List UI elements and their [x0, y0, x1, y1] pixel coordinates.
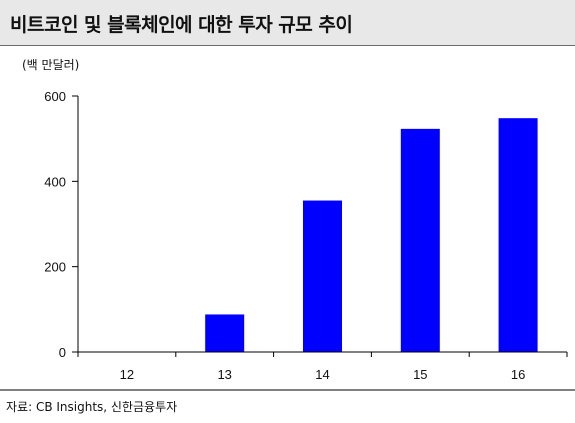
x-tick-label: 12: [120, 367, 134, 382]
x-tick-label: 13: [217, 367, 231, 382]
bar-16: [498, 118, 538, 352]
y-tick-label: 400: [44, 174, 66, 189]
x-tick-label: 14: [315, 367, 329, 382]
bar-15: [400, 128, 440, 352]
y-tick-label: 0: [59, 345, 66, 360]
bar-14: [303, 200, 342, 352]
x-tick-label: 15: [413, 367, 427, 382]
title-bar: 비트코인 및 블록체인에 대한 투자 규모 추이: [0, 0, 575, 46]
y-tick-label: 200: [44, 260, 66, 275]
y-axis-unit-label: (백 만달러): [22, 58, 80, 72]
chart-title: 비트코인 및 블록체인에 대한 투자 규모 추이: [10, 14, 353, 36]
x-tick-label: 16: [511, 367, 525, 382]
bar-13: [205, 314, 245, 352]
y-tick-label: 600: [44, 89, 66, 104]
source-note: 자료: CB Insights, 신한금융투자: [6, 400, 178, 414]
